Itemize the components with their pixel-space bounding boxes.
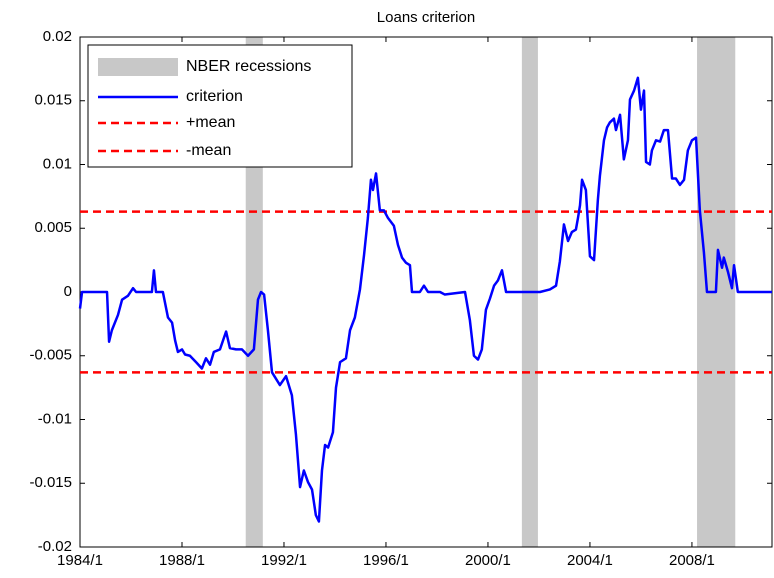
legend-label: criterion — [186, 88, 243, 105]
y-tick-label: -0.02 — [38, 538, 72, 555]
legend-label: +mean — [186, 114, 235, 131]
chart-title: Loans criterion — [377, 9, 475, 26]
y-tick-label: 0 — [64, 283, 72, 300]
x-tick-label: 1988/1 — [159, 552, 205, 569]
x-tick-label: 2004/1 — [567, 552, 613, 569]
legend: NBER recessions criterion +mean -mean — [87, 44, 353, 168]
y-tick-label: 0.015 — [34, 92, 72, 109]
y-tick-label: -0.015 — [29, 474, 72, 491]
x-tick-label: 1984/1 — [57, 552, 103, 569]
y-tick-label: -0.01 — [38, 410, 72, 427]
x-tick-label: 1992/1 — [261, 552, 307, 569]
x-tick-label: 2000/1 — [465, 552, 511, 569]
y-tick-label: 0.02 — [43, 28, 72, 45]
legend-label: NBER recessions — [186, 58, 311, 75]
x-tick-label: 1996/1 — [363, 552, 409, 569]
legend-label: -mean — [186, 142, 231, 159]
y-tick-label: 0.005 — [34, 219, 72, 236]
legend-swatch — [98, 58, 178, 76]
y-tick-label: -0.005 — [29, 347, 72, 364]
y-tick-label: 0.01 — [43, 155, 72, 172]
x-tick-label: 2008/1 — [669, 552, 715, 569]
series-line — [78, 76, 772, 523]
